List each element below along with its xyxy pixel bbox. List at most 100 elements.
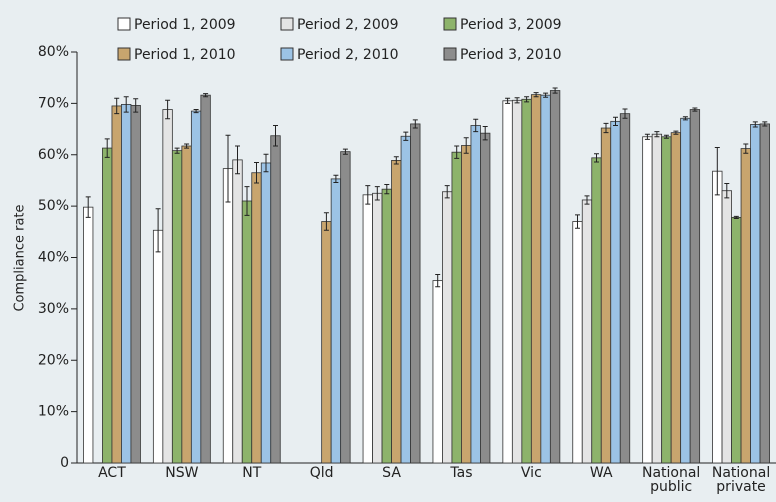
error-bar (342, 148, 348, 155)
error-bar (235, 145, 240, 175)
bar (461, 145, 472, 464)
y-tick-label: 60% (38, 147, 69, 163)
y-tick-label: 80% (38, 44, 69, 60)
legend-swatch (280, 17, 294, 31)
bar (651, 133, 663, 464)
bar (572, 221, 583, 464)
x-tick-label: WA (589, 465, 613, 481)
legend-swatch (443, 17, 457, 31)
error-bar (203, 93, 209, 98)
bar (330, 178, 342, 464)
bar (619, 113, 631, 464)
error-bar (724, 183, 730, 199)
bar (241, 200, 253, 464)
legend-label: Period 1, 2010 (134, 47, 236, 63)
error-bar (225, 134, 231, 203)
bar (731, 217, 742, 464)
bar (581, 199, 593, 464)
y-axis-label: Compliance rate (13, 204, 28, 311)
bar (102, 147, 113, 464)
bar (689, 109, 701, 464)
x-tick-label: Qld (309, 465, 334, 481)
x-tick-label: National public (641, 465, 701, 495)
bar (502, 100, 513, 464)
legend-label: Period 3, 2010 (460, 47, 562, 63)
error-bar (524, 96, 530, 103)
bar (521, 98, 532, 464)
bar (111, 105, 122, 464)
error-bar (514, 97, 520, 104)
bar (260, 162, 272, 464)
error-bar (444, 185, 450, 199)
error-bar (543, 92, 549, 98)
error-bar (114, 97, 120, 115)
bar (181, 145, 192, 464)
y-tick-label: 70% (38, 95, 69, 111)
y-tick-label: 50% (38, 198, 69, 214)
error-bar (104, 138, 110, 158)
bar (549, 90, 561, 464)
legend-swatch (280, 47, 294, 61)
error-bar (552, 87, 558, 94)
x-tick-label: National private (711, 465, 771, 495)
bar (451, 151, 462, 464)
legend-label: Period 2, 2010 (297, 47, 399, 63)
y-tick-label: 10% (38, 404, 69, 420)
error-bar (505, 97, 511, 104)
bar (171, 150, 183, 464)
bar (511, 99, 523, 464)
x-tick-label: NT (242, 465, 262, 481)
error-bar (743, 143, 749, 154)
error-bar (692, 107, 698, 112)
error-bar (384, 184, 390, 195)
bar (381, 188, 392, 464)
bar (251, 172, 262, 464)
bar (362, 194, 373, 464)
error-bar (733, 215, 739, 219)
bar (750, 124, 761, 464)
bar (200, 94, 211, 464)
error-bar (254, 161, 259, 184)
error-bar (263, 153, 269, 173)
bar (121, 104, 132, 464)
error-bar (533, 92, 539, 98)
y-tick-label: 20% (38, 352, 69, 368)
error-bar (403, 131, 409, 141)
bar (442, 191, 453, 464)
bar (410, 123, 421, 464)
error-bar (454, 145, 460, 159)
error-bar (622, 108, 628, 119)
bar (130, 105, 141, 464)
bar (152, 229, 164, 464)
error-bar (575, 214, 580, 229)
x-tick-label: SA (382, 465, 401, 481)
bar (759, 123, 770, 464)
error-bar (594, 153, 599, 163)
bar (162, 109, 173, 464)
error-bar (244, 186, 250, 216)
error-bar (193, 109, 199, 114)
bar (480, 132, 491, 464)
error-bar (473, 118, 479, 133)
bar (400, 135, 411, 464)
bar (680, 117, 691, 464)
x-tick-label: Vic (520, 465, 542, 481)
legend-label: Period 2, 2009 (297, 17, 399, 33)
error-bar (393, 156, 399, 165)
error-bar (174, 147, 180, 154)
bar (270, 135, 281, 464)
error-bar (333, 174, 339, 183)
legend-swatch (117, 17, 131, 31)
legend-swatch (117, 47, 131, 61)
error-bar (412, 119, 418, 129)
error-bar (752, 121, 758, 128)
error-bar (762, 121, 768, 127)
x-tick-label: Tas (450, 465, 473, 481)
bar (600, 127, 612, 464)
bar (530, 94, 542, 464)
bar (470, 125, 481, 464)
error-bar (273, 124, 278, 147)
error-bar (155, 208, 161, 253)
error-bar (435, 273, 441, 288)
